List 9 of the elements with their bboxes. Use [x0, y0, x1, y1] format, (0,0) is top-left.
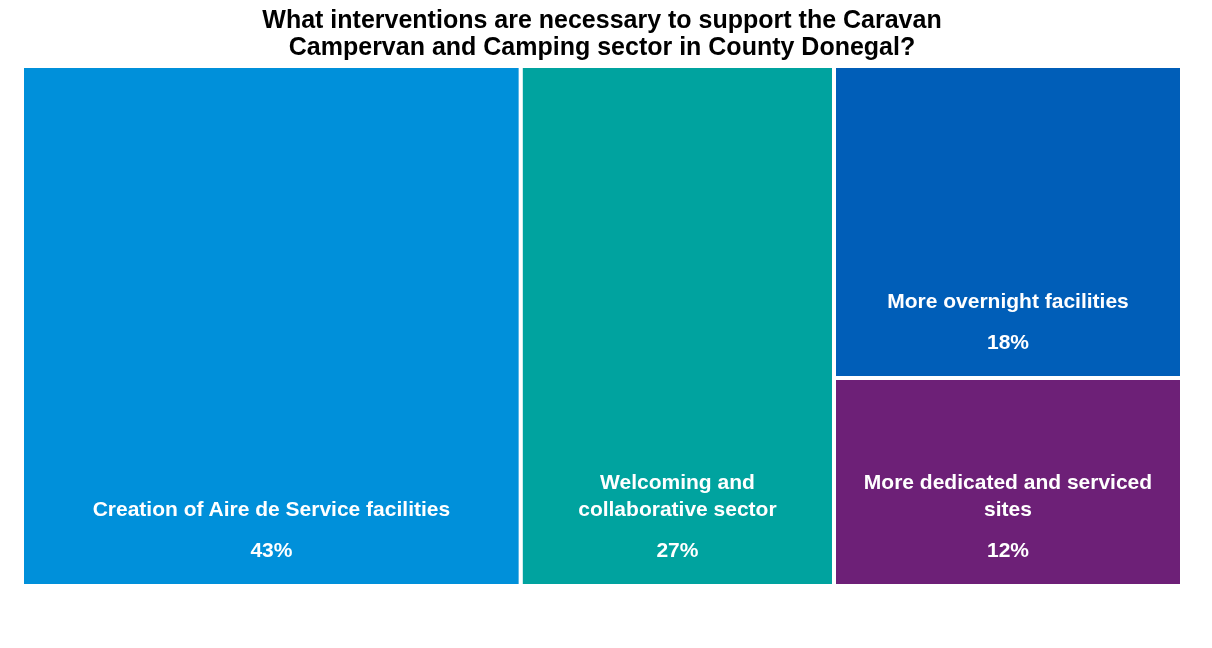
data-label: 27%	[656, 538, 699, 561]
category-label: Creation of Aire de Service facilities	[92, 497, 451, 520]
data-label: 18%	[986, 330, 1030, 353]
category-label: Welcoming and collaborative sector	[578, 470, 777, 520]
category-label: More overnight facilities	[887, 289, 1129, 312]
data-label: 43%	[250, 538, 293, 561]
category-label: More dedicated and serviced sites	[863, 470, 1153, 520]
text: What interventions are necessary to support the Caravan Campervan and Camping sector in County Donegal?	[262, 5, 942, 60]
data-label: 12%	[986, 538, 1030, 561]
